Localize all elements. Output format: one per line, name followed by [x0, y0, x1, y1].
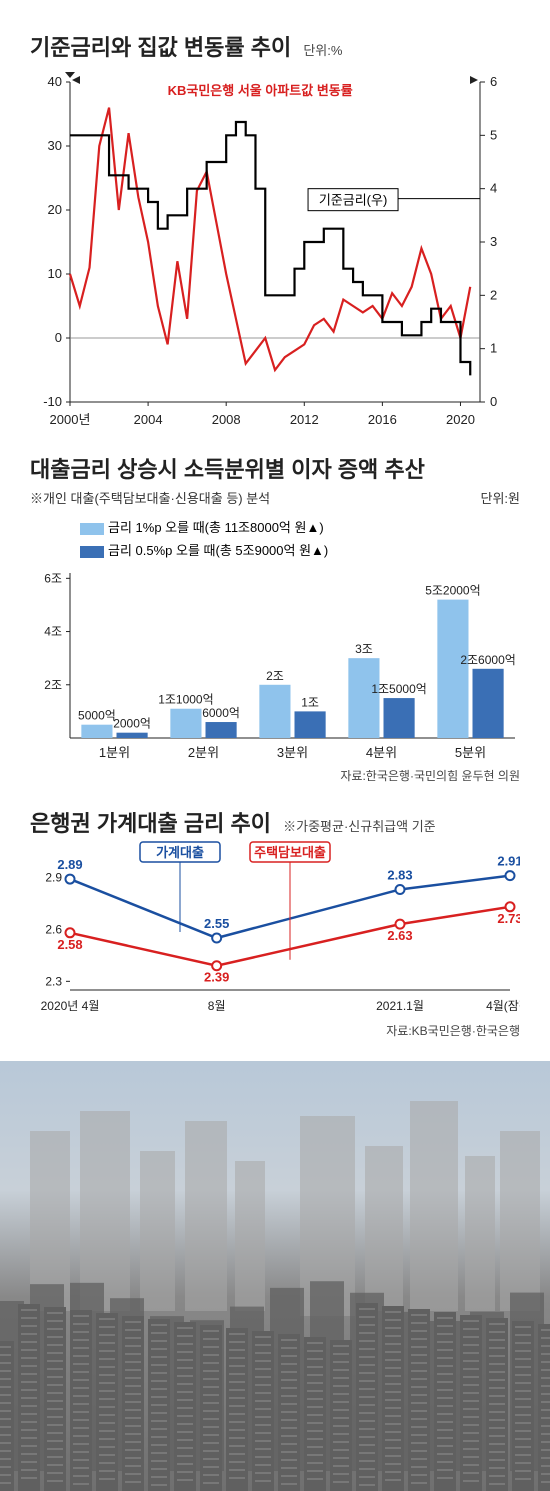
chart2-unit: 단위:원 — [481, 488, 521, 507]
svg-text:1분위: 1분위 — [99, 745, 130, 760]
chart2-legend: 금리 1%p 오를 때(총 11조8000억 원▲) 금리 0.5%p 오를 때… — [30, 517, 520, 559]
svg-text:-10: -10 — [43, 394, 62, 409]
chart3-section: 은행권 가계대출 금리 추이 ※가중평균·신규취급액 기준 2.32.62.92… — [0, 806, 550, 1061]
svg-text:3조: 3조 — [355, 642, 373, 656]
svg-text:4: 4 — [490, 181, 497, 196]
svg-text:2.55: 2.55 — [204, 916, 229, 931]
svg-text:2조: 2조 — [44, 678, 62, 692]
svg-text:0: 0 — [55, 330, 62, 345]
svg-text:기준금리(우): 기준금리(우) — [319, 193, 387, 208]
svg-text:5조2000억: 5조2000억 — [425, 584, 480, 598]
svg-text:5분위: 5분위 — [455, 745, 486, 760]
svg-text:2004: 2004 — [134, 412, 163, 427]
svg-text:2.3: 2.3 — [45, 974, 62, 988]
svg-text:4월(잠정): 4월(잠정) — [486, 999, 520, 1013]
svg-text:2.58: 2.58 — [57, 937, 82, 952]
svg-text:2: 2 — [490, 287, 497, 302]
chart1-unit: 단위:% — [303, 43, 342, 58]
svg-text:2020년 4월: 2020년 4월 — [41, 999, 100, 1013]
chart2-plot: 2조 4조 6조 5000억2000억 1분위 1조1000억6000억 2분위 2조 1조 3분… — [30, 563, 520, 763]
svg-text:2.91: 2.91 — [497, 854, 520, 869]
chart2-section: 대출금리 상승시 소득분위별 이자 증액 추산 ※개인 대출(주택담보대출·신용… — [0, 442, 550, 806]
svg-text:10: 10 — [48, 266, 62, 281]
svg-text:2.73: 2.73 — [497, 911, 520, 926]
svg-text:1조: 1조 — [301, 695, 319, 709]
chart3-source: 자료:KB국민은행·한국은행 — [30, 1022, 520, 1039]
svg-text:4분위: 4분위 — [366, 745, 397, 760]
svg-text:20: 20 — [48, 202, 62, 217]
svg-text:2조6000억: 2조6000억 — [460, 653, 515, 667]
chart3-subtitle: ※가중평균·신규취급액 기준 — [283, 819, 436, 834]
chart3-title: 은행권 가계대출 금리 추이 ※가중평균·신규취급액 기준 — [30, 806, 520, 838]
svg-text:가계대출: 가계대출 — [156, 845, 204, 860]
svg-text:2008: 2008 — [212, 412, 241, 427]
svg-text:2020: 2020 — [446, 412, 475, 427]
svg-text:8월: 8월 — [208, 999, 226, 1013]
svg-text:2분위: 2분위 — [188, 745, 219, 760]
svg-text:5: 5 — [490, 127, 497, 142]
svg-text:0: 0 — [490, 394, 497, 409]
skyline-icon — [0, 1061, 550, 1491]
svg-text:6: 6 — [490, 74, 497, 89]
svg-text:4조: 4조 — [44, 625, 62, 639]
city-background — [0, 1061, 550, 1491]
chart3-plot: 2.3 2.6 2.9 2020년 4월 8월 2021.1월 4월(잠정) 2.89 2.55… — [30, 838, 520, 1018]
chart2-source: 자료:한국은행·국민의힘 윤두현 의원 — [30, 767, 520, 784]
svg-text:3분위: 3분위 — [277, 745, 308, 760]
svg-text:2016: 2016 — [368, 412, 397, 427]
svg-text:2.6: 2.6 — [45, 922, 62, 936]
svg-text:2012: 2012 — [290, 412, 319, 427]
chart1-title: 기준금리와 집값 변동률 추이 단위:% — [30, 30, 520, 62]
svg-text:KB국민은행 서울 아파트값 변동률: KB국민은행 서울 아파트값 변동률 — [168, 83, 353, 98]
svg-text:6000억: 6000억 — [202, 706, 240, 720]
svg-text:2000억: 2000억 — [113, 717, 151, 731]
svg-text:1: 1 — [490, 341, 497, 356]
svg-text:30: 30 — [48, 138, 62, 153]
svg-text:주택담보대출: 주택담보대출 — [254, 845, 326, 860]
svg-text:5000억: 5000억 — [78, 709, 116, 723]
svg-text:2.83: 2.83 — [387, 867, 412, 882]
chart2-legend-2: 금리 0.5%p 오를 때(총 5조9000억 원▲) — [80, 540, 520, 559]
svg-text:2조: 2조 — [266, 669, 284, 683]
svg-text:6조: 6조 — [44, 571, 62, 585]
svg-text:2.89: 2.89 — [57, 857, 82, 872]
svg-text:1조5000억: 1조5000억 — [371, 682, 426, 696]
svg-text:2021.1월: 2021.1월 — [376, 999, 424, 1013]
chart2-subtitle: ※개인 대출(주택담보대출·신용대출 등) 분석 — [30, 488, 270, 507]
chart1-section: 기준금리와 집값 변동률 추이 단위:% -10 0 10 20 30 40 0 1 2 3 4 5 6… — [0, 0, 550, 442]
svg-text:2.9: 2.9 — [45, 870, 62, 884]
svg-text:1조1000억: 1조1000억 — [158, 693, 213, 707]
svg-text:2.63: 2.63 — [387, 928, 412, 943]
svg-text:3: 3 — [490, 234, 497, 249]
chart2-legend-1: 금리 1%p 오를 때(총 11조8000억 원▲) — [80, 517, 520, 536]
svg-text:40: 40 — [48, 74, 62, 89]
chart1-plot: -10 0 10 20 30 40 0 1 2 3 4 5 6 2000년 2004 2008 2012 2016… — [30, 62, 520, 432]
svg-text:2000년: 2000년 — [50, 412, 91, 427]
svg-text:2.39: 2.39 — [204, 970, 229, 985]
chart2-title: 대출금리 상승시 소득분위별 이자 증액 추산 — [30, 452, 520, 484]
